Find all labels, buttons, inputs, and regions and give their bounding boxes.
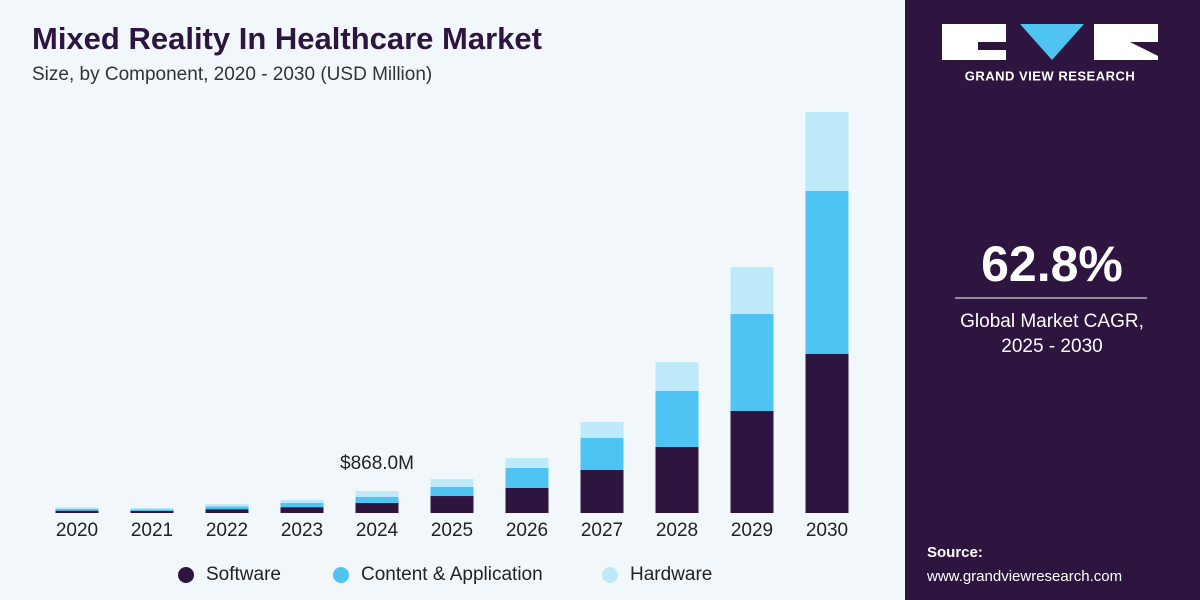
- bar-segment: [505, 488, 549, 513]
- x-tick-label: 2025: [431, 520, 473, 541]
- bar-segment: [130, 509, 174, 511]
- bar-segment: [580, 470, 624, 513]
- x-tick-label: 2023: [281, 520, 323, 541]
- bar-segment: [655, 362, 699, 392]
- bar-segment: [730, 313, 774, 412]
- legend-label: Software: [206, 564, 281, 585]
- bar-segment: [55, 507, 99, 509]
- bar-segment: [430, 479, 474, 488]
- bar-segment: [355, 496, 399, 503]
- x-tick-label: 2029: [731, 520, 773, 541]
- chart-title: Mixed Reality In Healthcare Market: [32, 21, 542, 56]
- x-tick-label: 2027: [581, 520, 623, 541]
- bar-segment: [430, 496, 474, 513]
- bar-segment: [355, 490, 399, 497]
- legend-swatch: [602, 567, 618, 583]
- legend-swatch: [333, 567, 349, 583]
- bar-segment: [130, 510, 174, 513]
- bar-segment: [505, 457, 549, 469]
- bar-segment: [130, 507, 174, 510]
- cagr-label: Global Market CAGR,: [960, 311, 1144, 332]
- legend-swatch: [178, 567, 194, 583]
- bar-segment: [655, 446, 699, 513]
- cagr-label: 2025 - 2030: [1001, 336, 1102, 357]
- bar-segment: [730, 267, 774, 314]
- x-tick-label: 2021: [131, 520, 173, 541]
- chart-subtitle: Size, by Component, 2020 - 2030 (USD Mil…: [32, 64, 432, 85]
- bar-segment: [580, 422, 624, 439]
- logo: [942, 24, 1158, 60]
- bar-segment: [805, 191, 849, 354]
- bar-segment: [355, 502, 399, 513]
- legend-label: Content & Application: [361, 564, 543, 585]
- logo-r-cut: [1130, 42, 1158, 56]
- x-tick-label: 2020: [56, 520, 98, 541]
- bar-segment: [805, 112, 849, 192]
- bar-segment: [805, 353, 849, 513]
- x-tick-label: 2030: [806, 520, 848, 541]
- bar-segment: [205, 504, 249, 507]
- bar-segment: [205, 509, 249, 513]
- logo-text: GRAND VIEW RESEARCH: [965, 68, 1136, 83]
- source-label: Source:: [927, 544, 983, 561]
- bar-segment: [55, 508, 99, 511]
- bar-segment: [280, 502, 324, 508]
- bar-segment: [505, 468, 549, 489]
- legend-label: Hardware: [630, 564, 712, 585]
- bar-segment: [430, 487, 474, 497]
- bar-segment: [580, 438, 624, 471]
- x-tick-label: 2028: [656, 520, 698, 541]
- sidebar: [905, 0, 1200, 600]
- bar-segment: [655, 391, 699, 447]
- logo-g-cut: [978, 42, 1008, 50]
- bar-segment: [280, 499, 324, 503]
- bar-segment: [280, 507, 324, 513]
- bar-segment: [205, 506, 249, 510]
- x-tick-label: 2026: [506, 520, 548, 541]
- total-label: $868.0M: [340, 453, 414, 474]
- source-url: www.grandviewresearch.com: [926, 568, 1122, 585]
- bar-segment: [55, 510, 99, 513]
- cagr-value: 62.8%: [981, 236, 1123, 292]
- x-tick-label: 2024: [356, 520, 399, 541]
- bar-segment: [730, 411, 774, 513]
- x-tick-label: 2022: [206, 520, 248, 541]
- logo-v: [1020, 24, 1084, 60]
